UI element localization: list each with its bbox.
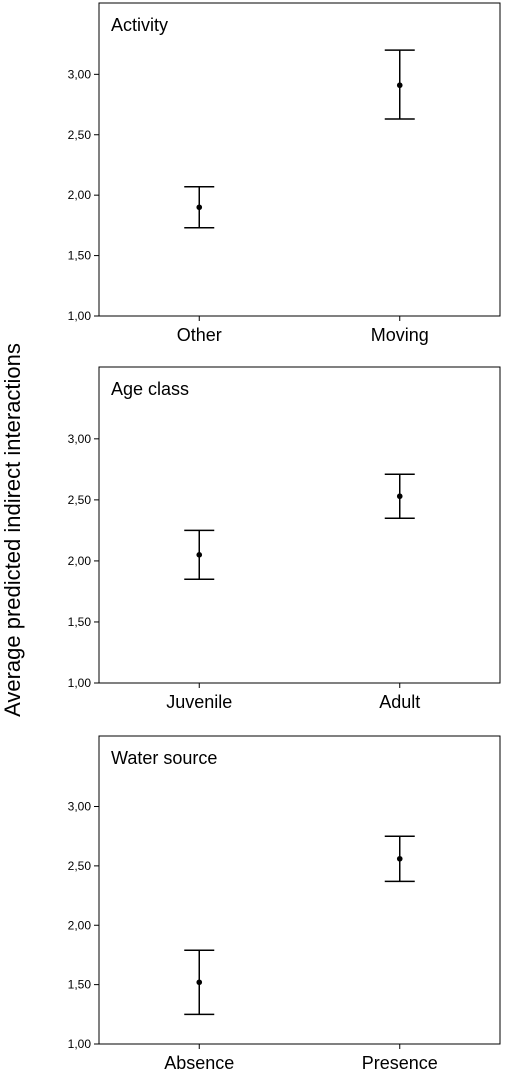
chart-panel: Water source 1,00 1,50 2,00 2,50 3,00 Absence P… bbox=[68, 735, 501, 1072]
y-tick-label: 2,50 bbox=[68, 493, 92, 507]
panel-title: Age class bbox=[111, 379, 189, 399]
y-tick-label: 1,00 bbox=[68, 309, 92, 323]
mean-point bbox=[196, 204, 203, 211]
y-tick-label: 2,00 bbox=[68, 188, 92, 202]
y-tick-label: 3,00 bbox=[68, 800, 92, 814]
y-tick-label: 2,50 bbox=[68, 128, 92, 142]
chart-panel: Age class 1,00 1,50 2,00 2,50 3,00 Juvenile Adu… bbox=[68, 366, 501, 712]
panel-title: Water source bbox=[111, 748, 217, 768]
mean-point bbox=[396, 855, 403, 862]
x-tick-label: Other bbox=[177, 325, 222, 345]
y-tick-label: 3,00 bbox=[68, 67, 92, 81]
plot-frame bbox=[98, 735, 501, 1045]
y-tick-label: 3,00 bbox=[68, 432, 92, 446]
x-tick-label: Juvenile bbox=[166, 692, 232, 712]
plot-frame bbox=[98, 366, 501, 684]
x-tick-label: Absence bbox=[164, 1053, 234, 1072]
y-tick-label: 2,00 bbox=[68, 918, 92, 932]
x-tick-label: Moving bbox=[371, 325, 429, 345]
y-tick-label: 1,00 bbox=[68, 1037, 92, 1051]
y-tick-label: 1,00 bbox=[68, 676, 92, 690]
chart-panel: Activity 1,00 1,50 2,00 2,50 3,00 Other Moving bbox=[68, 2, 501, 345]
y-tick-label: 2,00 bbox=[68, 554, 92, 568]
x-tick-label: Presence bbox=[362, 1053, 438, 1072]
mean-point bbox=[396, 493, 403, 500]
x-tick-label: Adult bbox=[379, 692, 420, 712]
y-tick-label: 2,50 bbox=[68, 859, 92, 873]
mean-point bbox=[196, 552, 203, 558]
mean-point bbox=[196, 979, 203, 986]
y-tick-label: 1,50 bbox=[68, 615, 92, 629]
y-tick-label: 1,50 bbox=[68, 978, 92, 992]
mean-point bbox=[396, 82, 403, 89]
shared-y-axis-label: Average predicted indirect interactions bbox=[0, 343, 25, 717]
plot-frame bbox=[98, 2, 501, 317]
y-tick-label: 1,50 bbox=[68, 249, 92, 263]
panel-title: Activity bbox=[111, 15, 168, 35]
